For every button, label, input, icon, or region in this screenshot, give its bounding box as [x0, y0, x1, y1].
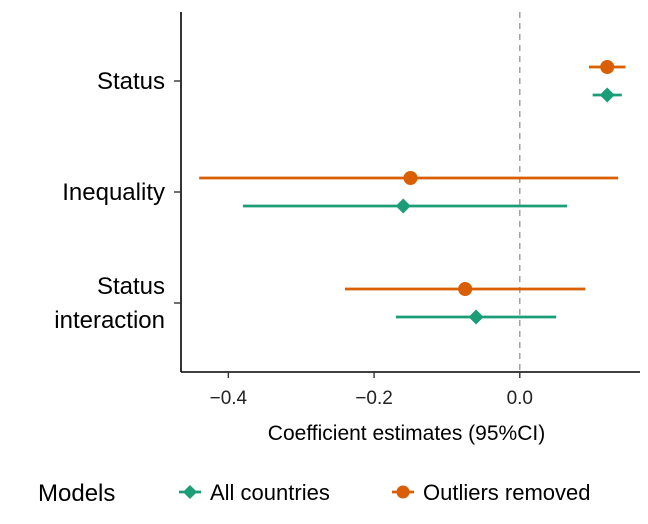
legend-key-marker	[396, 485, 410, 499]
point-status	[599, 87, 615, 103]
y-category-label-inequality: Inequality	[62, 179, 165, 206]
y-category-label-line: Inequality	[62, 179, 165, 206]
y-category-label-line: Status	[97, 68, 165, 95]
point-interaction	[458, 282, 473, 296]
legend: Models All countries Outliers removed	[38, 480, 591, 507]
y-category-label-status: Status	[97, 68, 165, 95]
y-category-label-interaction: Status interaction	[54, 273, 165, 334]
point-layer	[395, 60, 615, 325]
legend-entry-label: All countries	[210, 480, 330, 505]
y-category-label-line: Status	[97, 273, 165, 300]
x-tick-label: 0.0	[507, 388, 533, 409]
point-inequality	[403, 171, 418, 185]
x-tick-label: −0.2	[355, 388, 393, 409]
x-tick-label: −0.4	[210, 388, 248, 409]
point-inequality	[395, 198, 411, 214]
axes-layer	[174, 12, 640, 378]
errorbar-layer	[199, 65, 626, 319]
legend-entry-label: Outliers removed	[423, 480, 591, 505]
y-category-label-line: interaction	[54, 307, 165, 334]
legend-key-marker	[183, 485, 197, 499]
x-axis-title: Coefficient estimates (95%CI)	[268, 422, 545, 445]
label-layer: −0.4 −0.2 0.0 Coefficient estimates (95%CI)…	[54, 68, 545, 445]
legend-title: Models	[38, 480, 115, 507]
point-status	[600, 60, 615, 74]
point-interaction	[468, 309, 484, 325]
